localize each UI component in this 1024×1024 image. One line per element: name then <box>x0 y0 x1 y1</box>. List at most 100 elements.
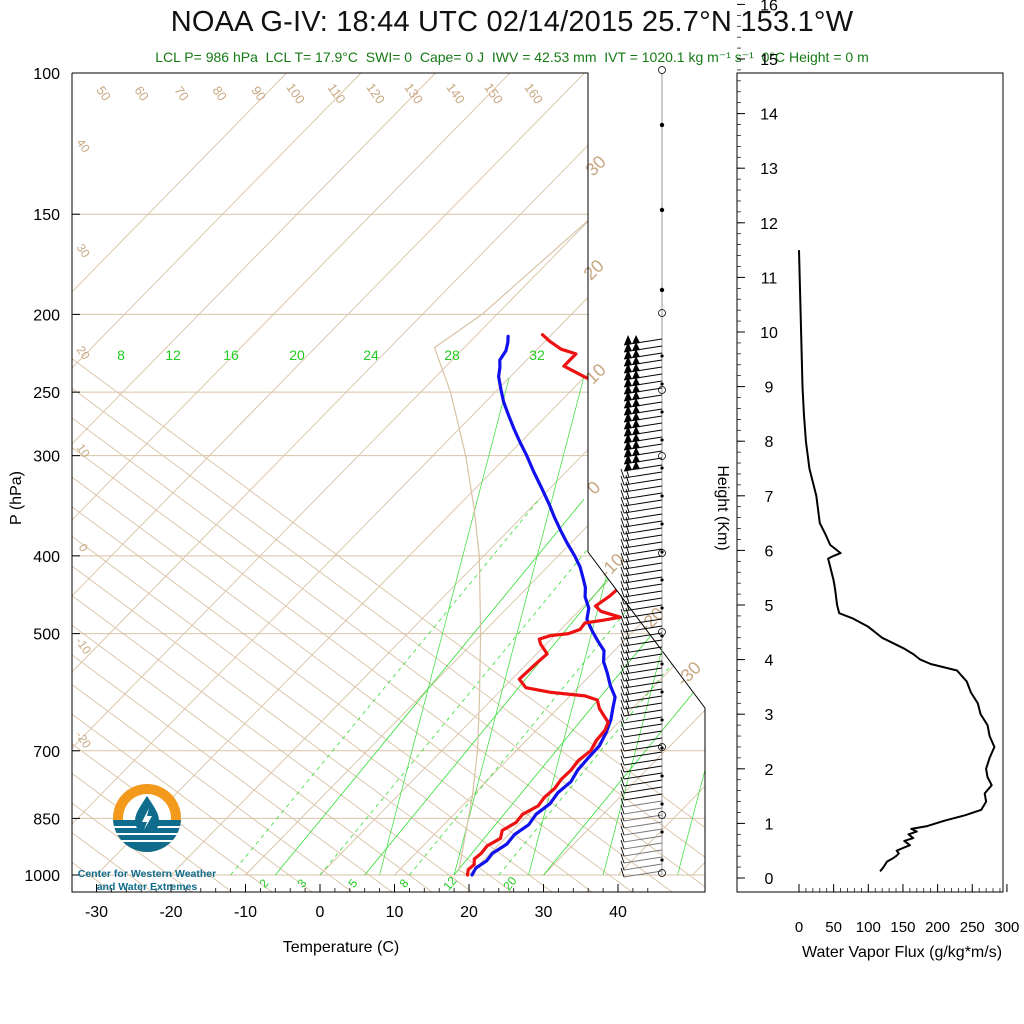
isotherm-line <box>72 73 660 876</box>
wind-barb <box>623 779 663 787</box>
y-axis-label: P (hPa) <box>8 471 25 525</box>
wind-barb-feather <box>625 559 630 569</box>
mixing-ratio-line <box>453 498 705 876</box>
wind-barb-feather <box>620 580 625 591</box>
wind-barb <box>623 807 663 815</box>
wind-barb <box>623 576 663 584</box>
wind-barb-feather <box>620 615 625 626</box>
wind-barb <box>623 653 663 661</box>
wind-barb-feather <box>625 524 630 534</box>
wind-staff-marker <box>659 287 665 293</box>
flux-y-tick-label: 2 <box>765 762 774 779</box>
wind-barb-feather <box>620 489 625 500</box>
isotherm-label: 90 <box>248 83 269 103</box>
flux-y-tick-label: 14 <box>760 107 778 124</box>
wind-barb <box>623 695 663 703</box>
wind-barb-feather <box>620 713 625 724</box>
isotherm-line <box>319 73 705 876</box>
wind-barb-feather <box>620 608 625 619</box>
wind-staff-marker <box>660 746 664 750</box>
flux-y-tick-label: 7 <box>765 489 774 506</box>
mixing-ratio-label: 28 <box>444 347 460 363</box>
dry-adiabat-line <box>72 73 193 892</box>
wind-barb <box>623 534 663 542</box>
wind-barb <box>623 583 663 591</box>
wind-barb-pennant <box>624 440 632 450</box>
dry-adiabat-line <box>72 73 593 892</box>
wind-staff-marker <box>660 634 664 638</box>
wind-barb-pennant <box>624 349 632 359</box>
parcel-path-line <box>433 73 705 876</box>
flux-y-tick-label: 12 <box>760 216 778 233</box>
wind-staff-marker <box>659 207 665 213</box>
wind-staff-marker <box>659 122 665 128</box>
mixing-ratio-label: 8 <box>117 347 125 363</box>
isotherm-label: 130 <box>401 80 426 106</box>
wind-barb-feather <box>620 860 625 871</box>
x-tick-label: 0 <box>316 904 325 921</box>
saturated-adiabat-line <box>453 377 584 876</box>
wind-barb-pennant <box>632 335 640 344</box>
wind-barb-pennant <box>632 454 640 463</box>
isotherm-line <box>72 73 362 876</box>
wind-barb-pennant <box>624 363 632 373</box>
isotherm-line <box>96 73 705 876</box>
flux-x-tick-label: 0 <box>795 919 803 936</box>
wind-barb-feather <box>625 699 630 709</box>
background-lines <box>72 73 957 892</box>
wind-barb <box>623 842 663 850</box>
mixing-ratio-label: 16 <box>223 347 239 363</box>
wind-barb-pennant <box>632 440 640 449</box>
flux-profile <box>798 250 996 873</box>
dry-adiabat-line <box>72 73 705 892</box>
wind-barb-feather <box>625 489 630 499</box>
isotherm-label: 80 <box>209 83 230 103</box>
adiabat-label: 0 <box>76 541 91 555</box>
wind-barb-feather <box>620 552 625 563</box>
isotherm-line <box>72 73 436 876</box>
wind-barb-feather <box>620 678 625 689</box>
wind-barb <box>623 618 663 626</box>
wind-staff-marker <box>660 606 664 610</box>
x-tick-label: -30 <box>85 904 108 921</box>
adiabat-label: 40 <box>74 136 93 155</box>
flux-frame <box>736 72 1004 893</box>
isotherm-label: 50 <box>93 83 114 103</box>
wind-barb <box>623 814 663 822</box>
wind-barb-feather <box>625 531 630 541</box>
mixing-ratio-label: 20 <box>500 874 520 893</box>
wind-barb <box>623 702 663 710</box>
wind-barb-feather <box>620 629 625 640</box>
wind-barb-feather <box>625 678 630 688</box>
saturated-adiabat-line <box>827 378 957 875</box>
logo-text-line1: Center for Western Weather <box>78 868 216 880</box>
wind-barb-feather <box>625 622 630 632</box>
x-axis-label: Temperature (C) <box>283 939 399 956</box>
wind-barb <box>623 716 663 724</box>
mixing-ratio-label: 12 <box>440 874 460 893</box>
isotherm-line <box>468 73 705 876</box>
isotherm-line <box>543 73 705 876</box>
wind-barb <box>623 674 663 682</box>
wind-barb-feather <box>620 622 625 633</box>
mixing-ratio-label: 32 <box>529 347 545 363</box>
wind-barb-feather <box>625 692 630 702</box>
wind-barb <box>623 562 663 570</box>
x-tick-label: -10 <box>234 904 257 921</box>
wind-barb-pennant <box>624 454 632 464</box>
flux-profile-line <box>798 250 996 873</box>
wind-barb <box>623 485 663 493</box>
dry-adiabat-line <box>72 73 233 892</box>
dry-adiabat-line <box>72 73 353 892</box>
wind-barb-feather <box>620 839 625 850</box>
wind-barb-feather <box>620 657 625 668</box>
wind-barb-pennant <box>632 426 640 435</box>
wind-barb <box>623 597 663 605</box>
flux-y-tick-label: 16 <box>760 0 778 14</box>
wind-barb <box>623 758 663 766</box>
wind-barb-feather <box>620 482 625 493</box>
flux-x-tick-label: 100 <box>856 919 881 936</box>
wind-barb <box>623 688 663 696</box>
wind-barb-feather <box>625 566 630 576</box>
